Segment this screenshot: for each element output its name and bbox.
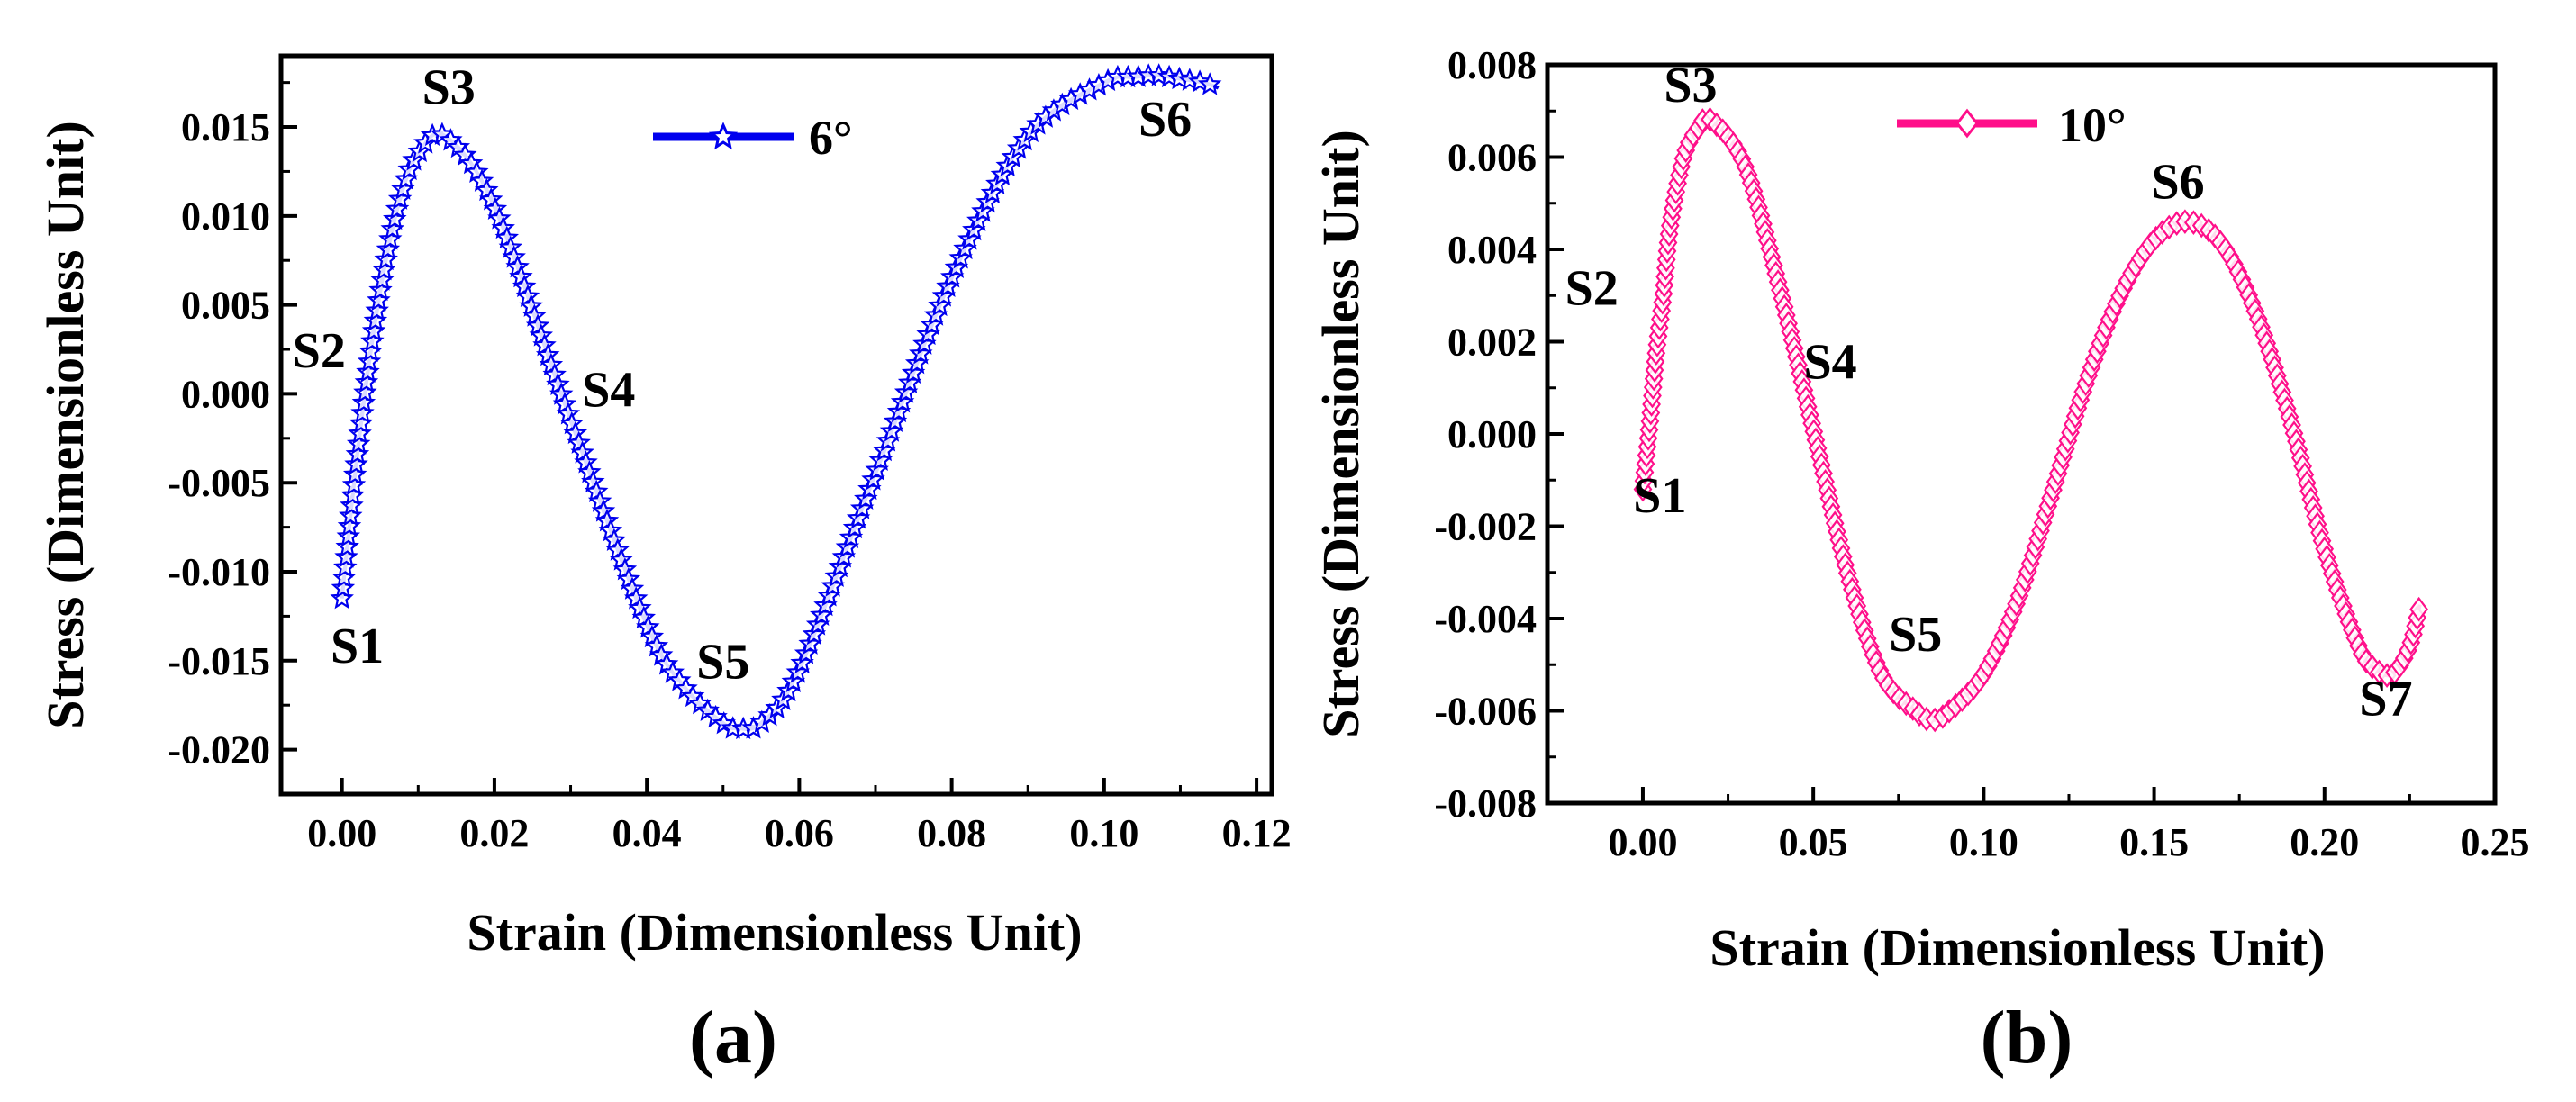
panel-a-x-axis-title: Strain (Dimensionless Unit) — [467, 903, 1082, 962]
panel-a-annotation-s5: S5 — [696, 635, 749, 691]
panel-a-y-tick-label: 0.000 — [181, 372, 270, 416]
panel-b-y-tick-label: 0.004 — [1447, 228, 1537, 272]
panel-b-x-axis-title: Strain (Dimensionless Unit) — [1710, 918, 2325, 977]
panel-a-legend: 6° — [653, 111, 853, 165]
panel-b-y-tick-label: 0.002 — [1447, 321, 1537, 365]
panel-a-y-tick-label: 0.015 — [181, 105, 270, 149]
panel-a-star-marker — [1197, 72, 1222, 95]
panel-a-x-tick-label: 0.02 — [459, 811, 529, 855]
panel-a-y-tick-label: -0.010 — [168, 550, 270, 594]
panel-b-legend: 10° — [1897, 98, 2127, 152]
panel-a-y-tick-label: -0.020 — [168, 728, 270, 772]
panel-b-y-axis-title: Stress (Dimensionless Unit) — [1311, 130, 1370, 738]
panel-b-annotations: S1 S2 S3 S4 S5 S6 S7 — [1565, 58, 2413, 727]
panel-b-axes: 0.00 0.05 0.10 0.15 0.20 0.25 -0.008 -0.006 -0.0… — [1434, 43, 2529, 864]
panel-a-y-axis-title: Stress (Dimensionless Unit) — [36, 121, 95, 729]
panel-b-x-tick-label: 0.10 — [1949, 820, 2018, 864]
panel-a-legend-label: 6° — [809, 111, 853, 165]
panel-b-legend-label: 10° — [2058, 98, 2127, 152]
panel-b-annotation-s4: S4 — [1804, 335, 1857, 391]
panel-a-chart: 0.00 0.02 0.04 0.06 0.08 0.10 0.12 -0.020 -0.015… — [36, 53, 1292, 1079]
panel-a-x-tick-label: 0.04 — [612, 811, 682, 855]
panel-b-y-tick-label: -0.002 — [1434, 505, 1537, 549]
panel-b-legend-diamond-marker — [1955, 108, 1979, 139]
panel-b-annotation-s1: S1 — [1633, 468, 1686, 524]
panel-a-y-tick-label: 0.010 — [181, 194, 270, 239]
panel-a-annotation-s4: S4 — [582, 362, 635, 418]
panel-a-annotation-s3: S3 — [422, 59, 476, 115]
panel-a-y-tick-label: -0.005 — [168, 461, 270, 505]
panel-b-y-tick-label: 0.008 — [1447, 43, 1537, 87]
panel-b-y-tick-label: -0.006 — [1434, 690, 1537, 734]
panel-b-x-tick-label: 0.05 — [1779, 820, 1848, 864]
panel-b-plot-frame — [1545, 62, 2498, 806]
panel-b-y-tick-label: -0.008 — [1434, 781, 1537, 826]
panel-b-x-tick-label: 0.25 — [2461, 820, 2530, 864]
panel-b-label: (b) — [1981, 996, 2073, 1079]
panel-b-annotation-s5: S5 — [1889, 607, 1942, 663]
panel-b-x-tick-label: 0.15 — [2119, 820, 2189, 864]
panel-a-legend-star-marker — [708, 122, 739, 150]
panel-b-series — [1633, 106, 2428, 733]
panel-a-x-tick-label: 0.06 — [765, 811, 834, 855]
panel-a-annotations: S1 S2 S3 S4 S5 S6 — [293, 59, 1192, 690]
panel-b-x-tick-label: 0.00 — [1608, 820, 1677, 864]
panel-b-y-tick-label: -0.004 — [1434, 597, 1537, 641]
panel-b-diamond-marker — [2409, 596, 2428, 622]
panel-b-y-tick-label: 0.000 — [1447, 412, 1537, 456]
panel-b-x-tick-label: 0.20 — [2290, 820, 2359, 864]
panel-b-annotation-s6: S6 — [2151, 155, 2204, 211]
panel-a-x-tick-label: 0.12 — [1222, 811, 1292, 855]
panel-a-series — [330, 63, 1222, 740]
panel-a-annotation-s6: S6 — [1138, 92, 1192, 148]
panel-b-annotation-s2: S2 — [1565, 261, 1619, 317]
panel-a-plot-frame — [278, 53, 1274, 797]
panel-b-annotation-s7: S7 — [2359, 672, 2412, 727]
panel-a-y-tick-label: 0.005 — [181, 284, 270, 328]
panel-a-annotation-s1: S1 — [331, 619, 384, 674]
panel-a-x-tick-label: 0.08 — [917, 811, 986, 855]
panel-a-x-tick-label: 0.00 — [307, 811, 376, 855]
panel-b-annotation-s3: S3 — [1664, 58, 1717, 113]
panel-a-annotation-s2: S2 — [293, 323, 346, 379]
panel-b-y-tick-label: 0.006 — [1447, 136, 1537, 180]
panel-a-x-tick-label: 0.10 — [1069, 811, 1138, 855]
panel-a-y-tick-label: -0.015 — [168, 639, 270, 683]
panel-b-chart: 0.00 0.05 0.10 0.15 0.20 0.25 -0.008 -0.006 -0.0… — [1311, 43, 2530, 1079]
panel-a-label: (a) — [689, 996, 777, 1079]
panel-a-axes: 0.00 0.02 0.04 0.06 0.08 0.10 0.12 -0.020 -0.015… — [168, 81, 1292, 855]
